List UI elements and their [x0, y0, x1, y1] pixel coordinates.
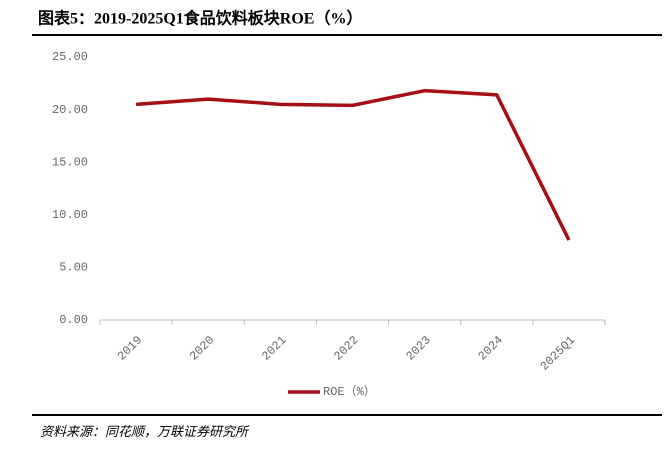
x-tick-label: 2024	[476, 333, 506, 363]
y-tick-label: 10.00	[52, 208, 88, 222]
x-tick-label: 2022	[331, 333, 361, 363]
legend-label: ROE（%）	[323, 384, 376, 399]
y-tick-label: 0.00	[59, 313, 88, 327]
x-tick-label: 2019	[115, 333, 145, 363]
y-tick-label: 15.00	[52, 155, 88, 169]
x-tick-label: 2020	[187, 333, 217, 363]
y-tick-label: 25.00	[52, 50, 88, 64]
x-tick-label: 2023	[403, 333, 433, 363]
chart-title: 图表5：2019-2025Q1食品饮料板块ROE（%）	[38, 9, 362, 28]
x-tick-label: 2021	[259, 333, 289, 363]
data-line	[135, 88, 571, 241]
y-tick-label: 5.00	[59, 261, 88, 275]
x-tick-label: 2025Q1	[538, 333, 578, 373]
y-tick-label: 20.00	[52, 103, 88, 117]
source-note: 资料来源：同花顺，万联证券研究所	[40, 424, 250, 439]
